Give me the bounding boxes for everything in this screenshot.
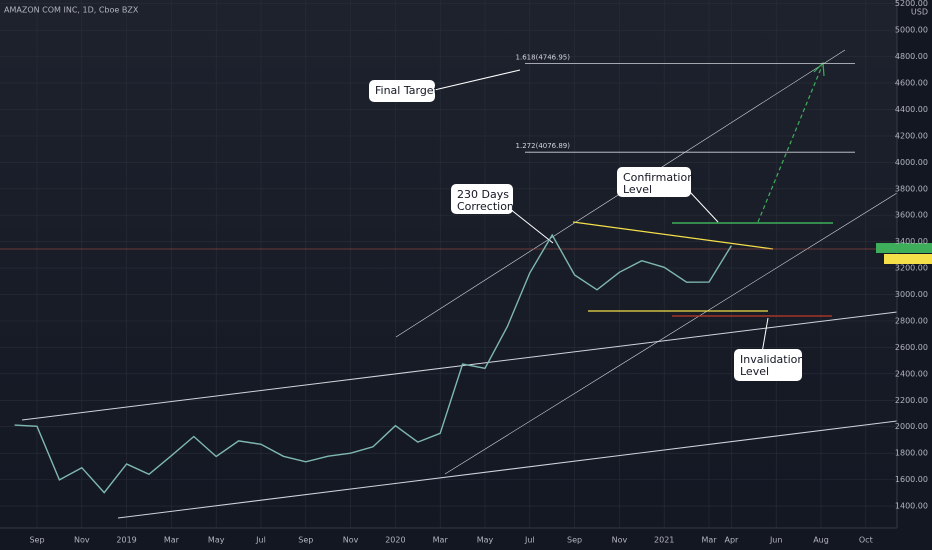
x-tick-label: Nov (74, 536, 90, 545)
x-tick-label: Jul (524, 536, 535, 545)
x-tick-label: Apr (724, 536, 739, 545)
y-tick-label: 4400.00 (895, 105, 928, 114)
x-tick-label: Mar (433, 536, 449, 545)
x-tick-label: Nov (343, 536, 359, 545)
pointer (761, 317, 769, 354)
pointer (429, 69, 521, 92)
x-tick-label: Sep (29, 536, 44, 545)
x-tick-label: Sep (298, 536, 313, 545)
note-box (617, 167, 691, 197)
x-tick-label: Nov (612, 536, 628, 545)
x-tick-label: Aug (813, 536, 829, 545)
y-tick-label: 1400.00 (895, 502, 928, 511)
chart-title: AMAZON COM INC, 1D, Cboe BZX (4, 6, 139, 15)
price-tag (876, 243, 932, 253)
y-tick-label: 3600.00 (895, 211, 928, 220)
y-tick-label: 5000.00 (895, 26, 928, 35)
y-tick-label: 4600.00 (895, 79, 928, 88)
pointer (689, 191, 719, 223)
y-tick-label: 3800.00 (895, 184, 928, 193)
y-tick-label: 2400.00 (895, 369, 928, 378)
x-tick-label: Jun (769, 536, 783, 545)
y-unit: USD (911, 8, 928, 17)
note-box (451, 184, 513, 214)
fib-label: 1.272(4076.89) (516, 142, 571, 150)
note-text: Correction (457, 200, 514, 213)
note-box (734, 349, 802, 381)
y-tick-label: 3200.00 (895, 264, 928, 273)
note-text: Level (740, 365, 769, 378)
fib-label: 1.618(4746.95) (516, 54, 571, 62)
x-tick-label: Oct (859, 536, 873, 545)
axes: 1400.00 1600.00 1800.00 2000.00 2200.00 2400.… (29, 0, 928, 545)
arrow-head (813, 61, 825, 77)
x-tick-label: Mar (701, 536, 717, 545)
price-line-series (14, 233, 732, 494)
x-tick-label: 2021 (654, 536, 674, 545)
note-text: Invalidation (740, 353, 804, 366)
y-tick-label: 4800.00 (895, 52, 928, 61)
note-text: Confirmation (623, 171, 694, 184)
yellow-resistance (572, 221, 774, 250)
x-tick-label: Jul (255, 536, 266, 545)
target-arrow (757, 65, 823, 223)
channel-upper (21, 311, 898, 421)
y-tick-label: 2200.00 (895, 396, 928, 405)
note-text: 230 Days (457, 188, 509, 201)
note-text: Final Target (375, 84, 439, 97)
x-tick-label: May (477, 536, 494, 545)
x-tick-label: 2020 (385, 536, 405, 545)
note-box (369, 80, 435, 102)
x-axis-bg (0, 528, 932, 550)
channel-lower (117, 420, 898, 519)
price-tag (884, 254, 932, 264)
x-tick-label: May (208, 536, 225, 545)
grid (0, 0, 897, 528)
plot: 1.618(4746.95) 1.272(4076.89) (14, 54, 855, 494)
y-tick-label: 4000.00 (895, 158, 928, 167)
y-tick-label: 4200.00 (895, 131, 928, 140)
x-tick-label: 2019 (116, 536, 136, 545)
y-tick-label: 1800.00 (895, 449, 928, 458)
y-tick-label: 3400.00 (895, 237, 928, 246)
y-axis-bg (897, 0, 932, 550)
y-tick-label: 2600.00 (895, 343, 928, 352)
note-text: Level (623, 183, 652, 196)
y-tick-label: 2000.00 (895, 422, 928, 431)
pointer (504, 204, 554, 244)
y-tick-label: 3000.00 (895, 290, 928, 299)
y-tick-label: 5200.00 (895, 0, 928, 8)
y-tick-label: 2800.00 (895, 316, 928, 325)
drawings (0, 49, 898, 519)
y-tick-label: 1600.00 (895, 475, 928, 484)
x-tick-label: Sep (567, 536, 582, 545)
trend-support (444, 192, 898, 475)
x-tick-label: Mar (164, 536, 180, 545)
